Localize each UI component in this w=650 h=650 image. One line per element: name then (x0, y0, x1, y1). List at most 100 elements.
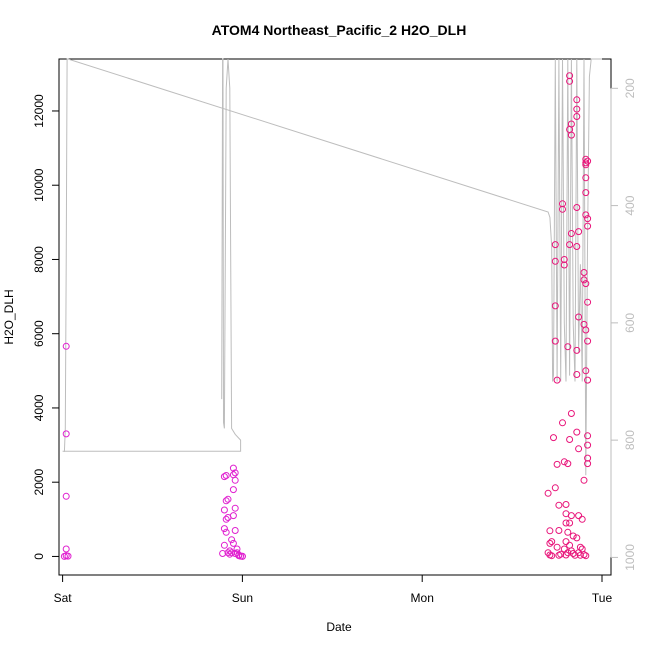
data-point (222, 497, 230, 505)
data-point (562, 538, 570, 546)
data-point (582, 211, 590, 219)
data-point (564, 528, 572, 536)
data-point (553, 376, 561, 384)
data-point (567, 230, 575, 237)
data-point (573, 113, 581, 120)
y2-tick-label: 600 (623, 313, 637, 333)
data-point (573, 428, 581, 436)
data-point (548, 538, 556, 546)
data-point (220, 541, 228, 549)
pressure-series (62, 58, 602, 476)
x-tick-label: Tue (592, 591, 613, 605)
data-point (560, 458, 568, 466)
data-point (562, 519, 570, 527)
data-point (548, 552, 556, 560)
data-point (573, 204, 581, 211)
data-point (560, 545, 568, 553)
y-tick-label: 0 (32, 553, 46, 560)
data-point (564, 549, 572, 557)
data-point (546, 539, 554, 547)
data-point (229, 486, 237, 494)
data-point (64, 552, 72, 560)
x-tick-label: Sat (54, 591, 73, 605)
data-point (575, 445, 583, 453)
data-point (575, 313, 583, 321)
data-point (567, 410, 575, 417)
data-point (584, 157, 592, 165)
data-point (564, 343, 572, 351)
data-point (557, 550, 565, 558)
data-point (555, 551, 563, 559)
data-point (566, 77, 574, 85)
data-point (562, 551, 570, 559)
y2-tick-label: 800 (623, 430, 637, 450)
data-point (580, 551, 588, 559)
x-tick-label: Mon (411, 591, 434, 605)
pressure-line-segment (62, 58, 242, 452)
y2-tick-label: 1000 (623, 544, 637, 571)
y-tick-label: 4000 (32, 394, 46, 421)
data-point (231, 527, 239, 534)
data-point (575, 228, 583, 236)
pressure-line-segment (63, 58, 602, 476)
data-point (551, 302, 559, 310)
data-point (62, 430, 70, 438)
data-point (229, 464, 237, 472)
data-point (235, 552, 243, 560)
y-tick-label: 2000 (32, 469, 46, 496)
data-point (559, 419, 566, 427)
data-point (582, 326, 590, 334)
y-tick-label: 12000 (32, 94, 46, 128)
data-point (584, 441, 592, 449)
data-point (584, 222, 592, 230)
data-point (222, 515, 230, 523)
h2o-dlh-points (60, 72, 592, 560)
data-point (580, 476, 588, 484)
data-point (559, 205, 566, 213)
data-point (569, 532, 577, 540)
data-point (550, 434, 557, 442)
data-point (555, 501, 563, 509)
data-point (62, 545, 70, 553)
data-point (238, 552, 246, 560)
data-point (560, 261, 568, 269)
data-point (231, 469, 239, 477)
data-point (62, 342, 70, 350)
data-point (544, 489, 552, 497)
data-point (584, 298, 592, 306)
data-point (566, 541, 574, 549)
data-point (220, 525, 228, 533)
data-point (551, 484, 559, 492)
data-point (226, 550, 234, 558)
data-point (582, 552, 590, 560)
secondary-y-axis: 200 400 600 800 1000 (610, 78, 637, 571)
data-point (231, 504, 239, 512)
data-point (224, 549, 232, 557)
y-tick-label: 10000 (32, 168, 46, 202)
data-point (573, 243, 581, 250)
data-point (546, 527, 554, 535)
data-point (226, 547, 234, 555)
data-point (580, 276, 588, 284)
data-point (60, 552, 68, 560)
data-point (551, 241, 559, 249)
data-point (566, 519, 574, 527)
data-point (584, 460, 592, 468)
data-point (220, 506, 228, 514)
y2-tick-label: 200 (623, 78, 637, 98)
y-tick-label: 6000 (32, 320, 46, 347)
data-point (553, 543, 561, 551)
y2-tick-label: 400 (623, 195, 637, 215)
data-point (566, 436, 574, 443)
data-point (567, 131, 575, 139)
data-point (562, 501, 570, 508)
data-point (569, 550, 577, 557)
data-point (573, 96, 581, 104)
data-point (584, 337, 592, 345)
data-point (224, 495, 232, 503)
data-point (582, 367, 590, 375)
data-point (575, 512, 583, 520)
data-point (222, 528, 230, 536)
data-point (578, 515, 586, 523)
